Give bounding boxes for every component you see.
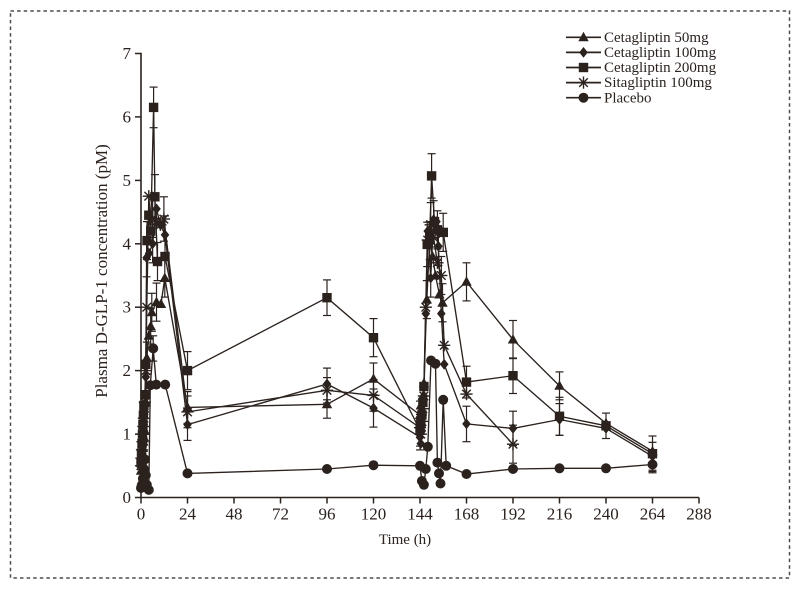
svg-text:6: 6 bbox=[123, 107, 132, 126]
svg-text:Placebo: Placebo bbox=[604, 90, 651, 106]
svg-text:144: 144 bbox=[407, 505, 433, 524]
svg-text:120: 120 bbox=[361, 505, 387, 524]
svg-text:4: 4 bbox=[123, 234, 132, 253]
svg-text:0: 0 bbox=[123, 488, 132, 507]
svg-text:192: 192 bbox=[500, 505, 526, 524]
svg-text:2: 2 bbox=[123, 361, 132, 380]
svg-text:Plasma D-GLP-1 concentration (: Plasma D-GLP-1 concentration (pM) bbox=[92, 144, 111, 398]
svg-text:96: 96 bbox=[319, 505, 336, 524]
svg-text:7: 7 bbox=[123, 44, 132, 63]
svg-text:Cetagliptin 100mg: Cetagliptin 100mg bbox=[604, 45, 717, 61]
svg-text:3: 3 bbox=[123, 298, 132, 317]
svg-text:72: 72 bbox=[272, 505, 289, 524]
svg-text:168: 168 bbox=[454, 505, 480, 524]
svg-text:Cetagliptin 200mg: Cetagliptin 200mg bbox=[604, 60, 717, 76]
svg-text:288: 288 bbox=[686, 505, 712, 524]
svg-text:Cetagliptin 50mg: Cetagliptin 50mg bbox=[604, 30, 709, 46]
svg-text:5: 5 bbox=[123, 171, 132, 190]
svg-text:Sitagliptin 100mg: Sitagliptin 100mg bbox=[604, 75, 712, 91]
svg-text:24: 24 bbox=[179, 505, 197, 524]
svg-text:264: 264 bbox=[640, 505, 666, 524]
svg-text:0: 0 bbox=[137, 505, 146, 524]
svg-text:48: 48 bbox=[226, 505, 243, 524]
svg-text:216: 216 bbox=[547, 505, 573, 524]
svg-text:240: 240 bbox=[593, 505, 619, 524]
svg-text:1: 1 bbox=[123, 425, 132, 444]
svg-text:Time (h): Time (h) bbox=[379, 532, 431, 548]
